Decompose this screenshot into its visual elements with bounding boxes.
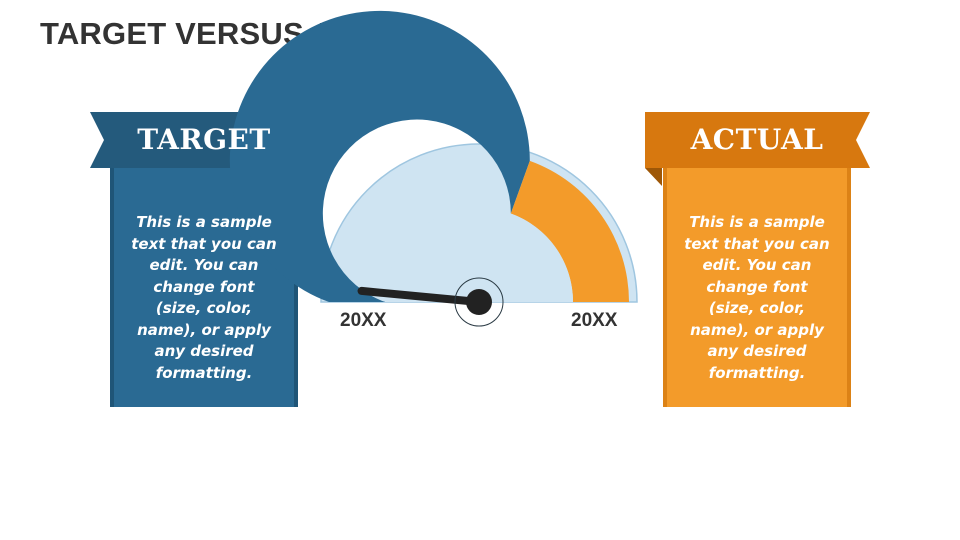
gauge-right-label: 20XX [571, 310, 618, 331]
gauge-actual-arc [510, 160, 629, 302]
target-panel-edge-left [110, 168, 114, 407]
actual-panel: This is a sample text that you can edit.… [663, 168, 851, 407]
gauge [229, 10, 638, 327]
actual-ribbon-band [645, 112, 870, 168]
actual-panel-edge-left [663, 168, 667, 407]
actual-label: ACTUAL [690, 123, 824, 156]
actual-panel-bg [663, 168, 851, 407]
gauge-target-arc [229, 10, 530, 302]
gauge-needle [357, 286, 483, 306]
actual-ribbon [645, 112, 870, 186]
target-label: TARGET [137, 123, 271, 156]
gauge-inner [385, 208, 573, 302]
target-panel-edge-right [294, 168, 298, 407]
actual-panel-edge-right [847, 168, 851, 407]
actual-ribbon-fold [645, 168, 662, 186]
target-panel: This is a sample text that you can edit.… [110, 168, 298, 407]
gauge-left-label: 20XX [340, 310, 387, 331]
actual-text: This is a sample text that you can edit.… [684, 213, 830, 382]
gauge-hub [466, 289, 492, 315]
gauge-hub-ring [454, 277, 504, 327]
target-text: This is a sample text that you can edit.… [131, 213, 277, 382]
